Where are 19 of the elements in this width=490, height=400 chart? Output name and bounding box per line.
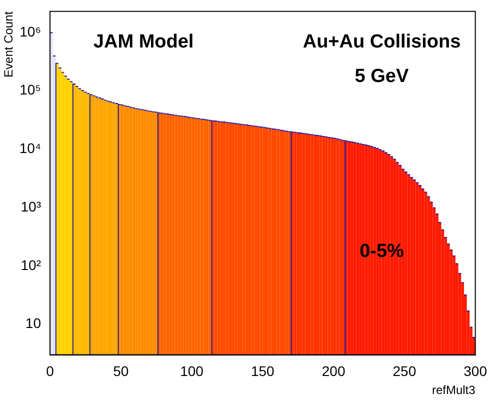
y-tick-label: 10 xyxy=(25,315,42,332)
x-tick-label: 0 xyxy=(46,363,54,380)
annotation: 5 GeV xyxy=(354,66,409,87)
y-tick-label: 10² xyxy=(20,256,42,273)
x-tick-label: 50 xyxy=(113,363,129,380)
y-tick-label: 10⁵ xyxy=(20,82,41,98)
x-tick-label: 100 xyxy=(180,363,204,380)
x-tick-label: 250 xyxy=(392,363,416,380)
x-tick-label: 300 xyxy=(464,363,488,380)
y-axis-title: Event Count xyxy=(2,10,16,78)
y-tick-label: 10⁶ xyxy=(20,23,41,40)
x-tick-label: 200 xyxy=(322,363,346,380)
x-axis-title: refMult3 xyxy=(432,383,476,398)
annotation: Au+Au Collisions xyxy=(302,32,461,53)
annotation: 0-5% xyxy=(360,241,404,262)
annotation: JAM Model xyxy=(93,32,194,53)
y-tick-label: 10³ xyxy=(20,198,42,214)
y-tick-label: 10⁴ xyxy=(19,140,41,156)
x-tick-label: 150 xyxy=(250,363,275,380)
